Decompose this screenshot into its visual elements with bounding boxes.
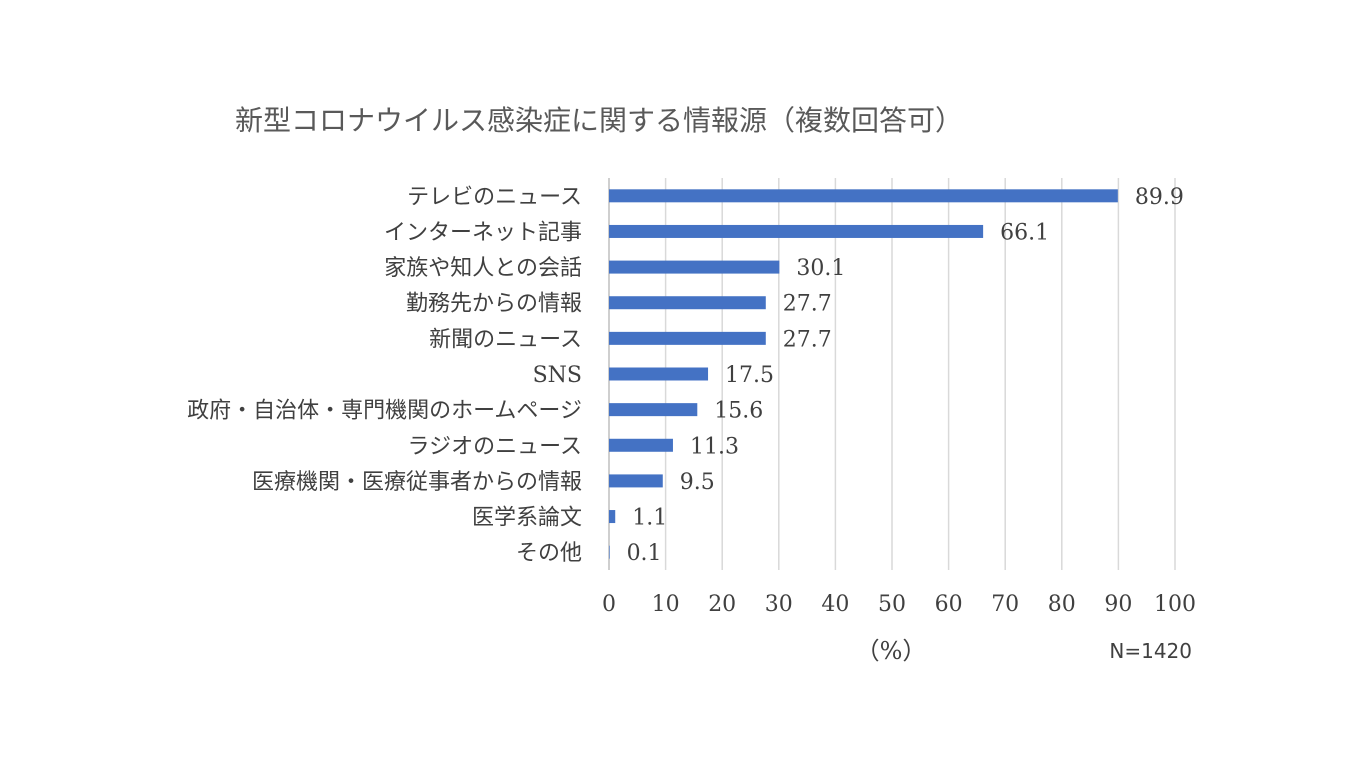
data-label: 27.7 [783, 327, 832, 352]
x-tick-label: 30 [765, 592, 793, 617]
x-tick-label: 40 [821, 592, 849, 617]
data-label: 30.1 [796, 256, 845, 281]
bar [609, 474, 663, 488]
bar [609, 403, 698, 417]
data-label: 9.5 [680, 470, 715, 495]
category-label: SNS [533, 363, 582, 388]
x-axis-unit-label: （%） [856, 637, 927, 665]
x-tick-label: 90 [1104, 592, 1132, 617]
bar [609, 438, 673, 452]
value-labels: 89.9 66.1 30.1 27.7 27.7 17.5 15.6 11.3 9.5 1.1 0.… [627, 185, 1184, 566]
x-tick-label: 20 [708, 592, 736, 617]
category-label: 医療機関・医療従事者からの情報 [252, 470, 582, 495]
sample-size-note: N=1420 [1109, 639, 1192, 663]
data-label: 1.1 [632, 506, 667, 531]
data-label: 89.9 [1135, 185, 1184, 210]
category-label: 新聞のニュース [429, 327, 582, 352]
x-tick-label: 60 [935, 592, 963, 617]
category-label: インターネット記事 [384, 220, 582, 245]
x-tick-label: 70 [991, 592, 1019, 617]
bar [609, 545, 610, 559]
data-label: 15.6 [714, 399, 763, 424]
x-tick-label: 80 [1048, 592, 1076, 617]
x-tick-label: 0 [602, 592, 616, 617]
bar [609, 260, 780, 274]
x-axis-ticks: 0 10 20 30 40 50 60 70 80 90 100 [602, 592, 1196, 617]
category-label: その他 [516, 541, 582, 566]
bars [609, 189, 1118, 559]
category-label: ラジオのニュース [408, 434, 582, 459]
category-label: 政府・自治体・専門機関のホームページ [187, 399, 582, 424]
data-label: 11.3 [690, 434, 739, 459]
bar [609, 331, 766, 345]
data-label: 17.5 [725, 363, 774, 388]
data-label: 27.7 [783, 292, 832, 317]
chart-title: 新型コロナウイルス感染症に関する情報源（複数回答可） [235, 104, 963, 137]
bar [609, 367, 709, 381]
bar [609, 189, 1118, 203]
x-tick-label: 100 [1154, 592, 1196, 617]
data-label: 0.1 [627, 541, 662, 566]
x-tick-label: 50 [878, 592, 906, 617]
bar [609, 296, 766, 310]
bar [609, 510, 616, 524]
category-label: 勤務先からの情報 [406, 292, 582, 317]
data-label: 66.1 [1000, 220, 1049, 245]
bar [609, 224, 984, 238]
category-label: 家族や知人との会話 [384, 256, 582, 281]
category-label: テレビのニュース [407, 185, 582, 210]
gridlines [608, 178, 1176, 570]
x-tick-label: 10 [652, 592, 680, 617]
category-labels: テレビのニュースインターネット記事家族や知人との会話勤務先からの情報新聞のニュー… [187, 185, 582, 566]
category-label: 医学系論文 [472, 506, 582, 531]
